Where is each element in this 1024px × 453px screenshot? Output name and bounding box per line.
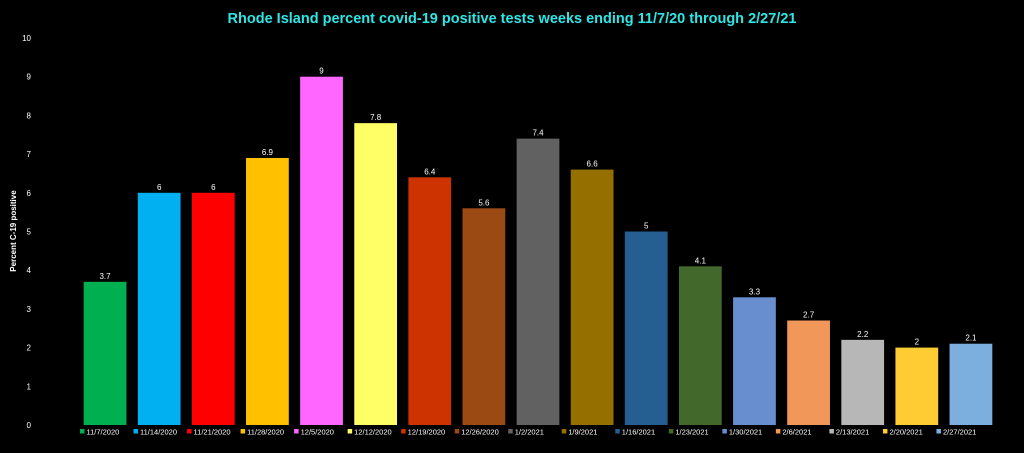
- legend-swatch: [668, 429, 674, 434]
- bar: [516, 138, 560, 425]
- legend: 11/7/2020 11/14/2020 11/21/2020 11/28/2020 1…: [80, 428, 976, 437]
- bar: [83, 281, 127, 425]
- legend-swatch: [615, 429, 620, 434]
- legend-swatch: [294, 429, 299, 434]
- y-tick-label: 1: [27, 382, 32, 391]
- data-label: 6.9: [262, 148, 274, 157]
- bar: [354, 123, 398, 425]
- legend-swatch: [80, 429, 85, 434]
- data-label: 2.1: [965, 334, 977, 343]
- data-label: 6.6: [587, 160, 599, 169]
- data-label: 2: [915, 338, 920, 347]
- bar: [570, 169, 614, 425]
- y-axis-ticks: 0 1 2 3 4 5 6 7 8 9 10: [22, 34, 31, 430]
- legend-label: 1/30/2021: [729, 428, 762, 437]
- legend-swatch: [133, 429, 139, 434]
- legend-label: 1/23/2021: [675, 428, 708, 437]
- bar: [733, 297, 776, 425]
- legend-swatch: [775, 429, 781, 434]
- bar: [408, 177, 452, 425]
- bar: [678, 266, 722, 425]
- data-label: 7.4: [532, 129, 544, 138]
- legend-swatch: [829, 429, 834, 434]
- y-tick-label: 4: [27, 266, 32, 275]
- bar: [949, 343, 993, 425]
- data-label: 5.6: [478, 198, 490, 207]
- data-label: 7.8: [370, 113, 382, 122]
- y-tick-label: 7: [27, 150, 32, 159]
- y-tick-label: 0: [27, 421, 32, 430]
- bar: [787, 320, 830, 425]
- legend-swatch: [240, 429, 246, 434]
- legend-label: 12/5/2020: [301, 428, 334, 437]
- bar: [300, 76, 343, 425]
- bar: [246, 157, 289, 425]
- bar: [624, 231, 668, 425]
- y-tick-label: 8: [27, 111, 32, 120]
- y-tick-label: 5: [27, 228, 32, 237]
- legend-label: 11/21/2020: [194, 428, 231, 437]
- y-tick-label: 10: [22, 34, 31, 43]
- legend-label: 1/16/2021: [622, 428, 655, 437]
- bar: [191, 192, 235, 425]
- data-label: 6: [211, 183, 216, 192]
- data-labels-group: 3.7 6 6 6.9 9 7.8 6.4 5.6 7.4 6.6 5 4.1 3.3 2.7 2.2 2 2.…: [99, 67, 977, 347]
- legend-label: 2/27/2021: [943, 428, 976, 437]
- legend-swatch: [508, 429, 513, 434]
- y-tick-label: 9: [27, 73, 32, 82]
- legend-label: 11/7/2020: [87, 428, 120, 437]
- legend-label: 1/9/2021: [568, 428, 597, 437]
- legend-swatch: [187, 429, 192, 434]
- data-label: 2.7: [803, 311, 815, 320]
- legend-label: 12/26/2020: [461, 428, 499, 437]
- legend-swatch: [347, 429, 353, 434]
- data-label: 5: [644, 222, 649, 231]
- y-axis-label: Percent C-19 positive: [9, 190, 18, 272]
- legend-label: 2/6/2021: [782, 428, 811, 437]
- y-tick-label: 3: [27, 305, 32, 314]
- legend-swatch: [401, 429, 406, 434]
- bar: [841, 339, 885, 425]
- chart-title: Rhode Island percent covid-19 positive t…: [228, 11, 797, 27]
- legend-label: 11/14/2020: [140, 428, 177, 437]
- legend-label: 2/13/2021: [836, 428, 869, 437]
- legend-swatch: [936, 429, 941, 434]
- data-label: 2.2: [857, 330, 869, 339]
- legend-swatch: [561, 429, 567, 434]
- data-label: 6: [157, 183, 162, 192]
- data-label: 3.3: [749, 287, 761, 296]
- y-tick-label: 6: [27, 189, 32, 198]
- bar: [137, 192, 181, 425]
- bar: [462, 208, 506, 425]
- y-tick-label: 2: [27, 344, 32, 353]
- legend-label: 2/20/2021: [889, 428, 922, 437]
- data-label: 9: [319, 67, 324, 76]
- legend-swatch: [882, 429, 888, 434]
- legend-label: 11/28/2020: [247, 428, 284, 437]
- data-label: 4.1: [695, 256, 707, 265]
- legend-label: 1/2/2021: [515, 428, 544, 437]
- bar: [895, 347, 939, 425]
- data-label: 6.4: [424, 167, 436, 176]
- legend-swatch: [454, 429, 460, 434]
- legend-label: 12/19/2020: [408, 428, 446, 437]
- legend-swatch: [722, 429, 727, 434]
- legend-label: 12/12/2020: [354, 428, 392, 437]
- data-label: 3.7: [99, 272, 111, 281]
- bars-group: [83, 76, 993, 425]
